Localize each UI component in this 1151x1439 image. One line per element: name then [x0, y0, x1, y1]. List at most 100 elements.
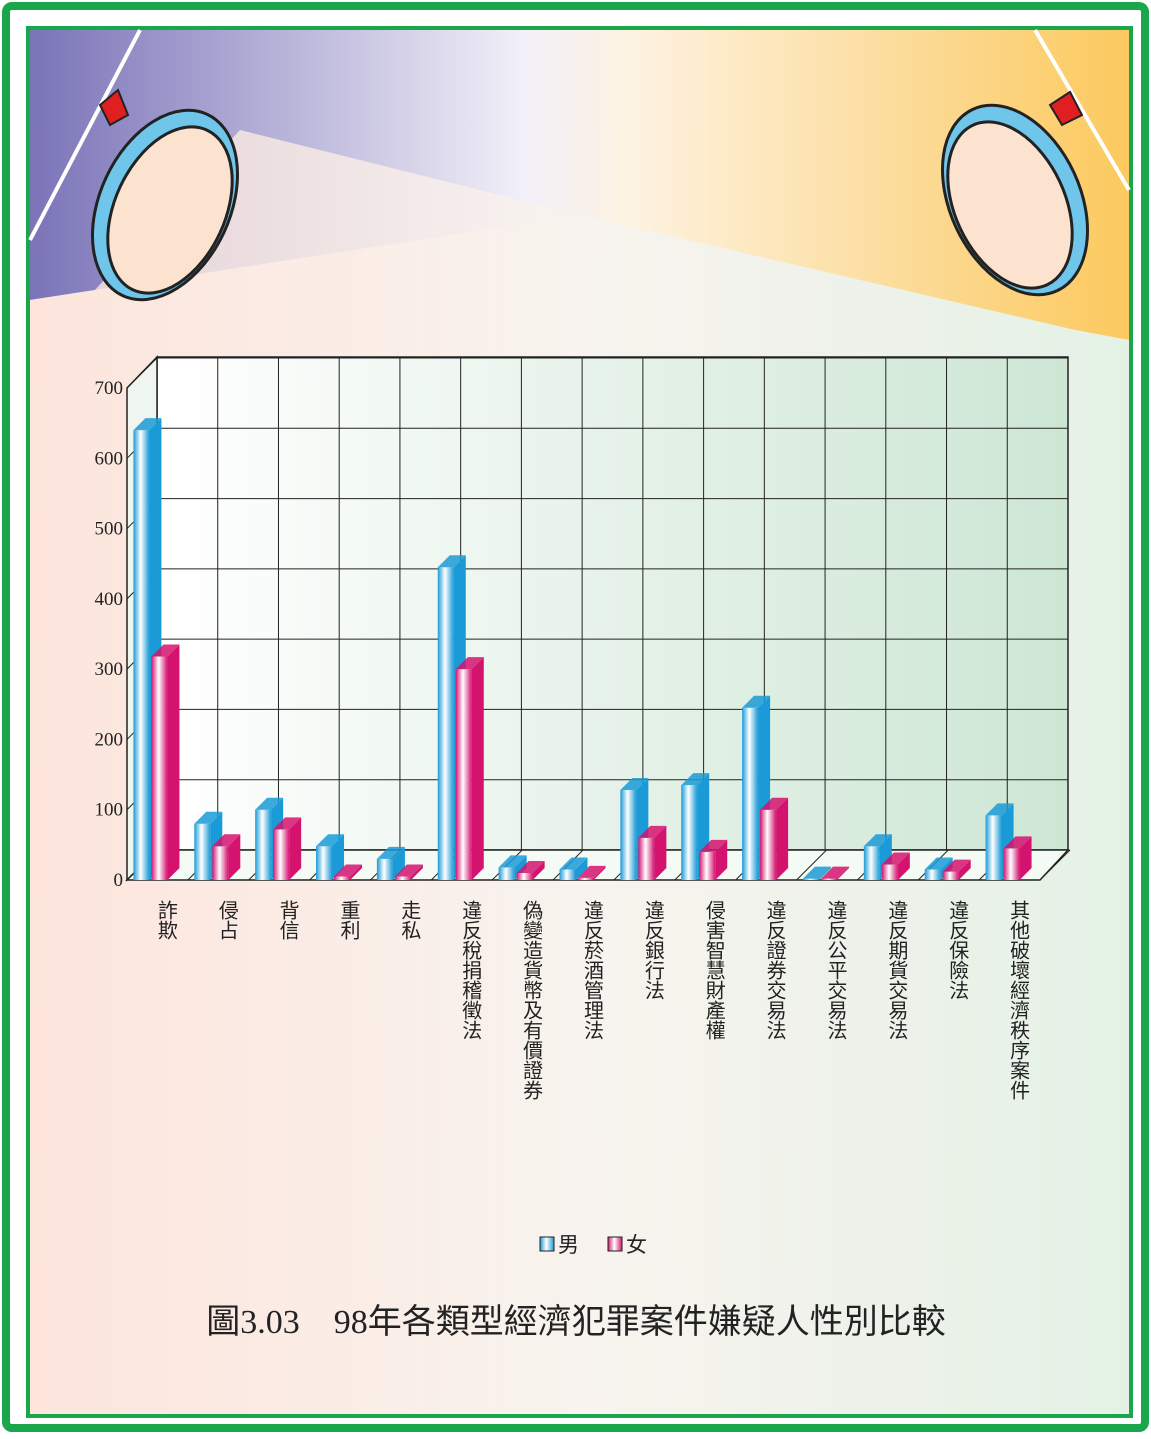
bar-top — [273, 817, 302, 830]
bar — [334, 864, 363, 880]
bar-front — [194, 823, 211, 880]
bar-front — [212, 846, 229, 880]
grid-line — [126, 357, 158, 389]
bar-side — [228, 834, 241, 880]
bar — [559, 857, 588, 880]
bar-top — [942, 859, 971, 872]
y-tick-label: 600 — [95, 448, 124, 469]
bar-top — [577, 865, 606, 878]
x-tick-label: 走私 — [398, 900, 421, 940]
bar-top — [133, 418, 162, 431]
bar-side — [1019, 836, 1032, 880]
bar-front — [863, 846, 880, 880]
y-tick-label: 200 — [95, 729, 124, 750]
bar-front — [681, 785, 698, 880]
bar-top — [802, 866, 831, 879]
bar-top — [681, 773, 710, 786]
legend-label: 男 — [558, 1233, 579, 1257]
bar-top — [394, 864, 423, 877]
x-tick-label: 其他破壞經濟秩序案件 — [1007, 900, 1030, 1100]
x-tick-label: 違反銀行法 — [641, 900, 664, 1000]
floor-line — [796, 849, 827, 881]
bar-top — [820, 866, 849, 879]
cable — [1033, 28, 1131, 192]
bar-front — [1003, 848, 1020, 880]
bar-front — [151, 656, 168, 880]
bar-front — [742, 707, 759, 880]
bar-top — [151, 644, 180, 657]
bar-side — [593, 865, 606, 880]
bar — [1003, 836, 1032, 880]
bar — [802, 866, 831, 880]
bar — [316, 834, 345, 880]
bar-top — [255, 797, 284, 810]
legend-swatch — [607, 1236, 623, 1252]
bar-side — [897, 852, 910, 880]
bar-top — [620, 778, 649, 791]
bar-front — [559, 869, 576, 880]
bar-front — [699, 851, 716, 880]
bar — [638, 825, 667, 880]
bar-front — [133, 430, 150, 880]
bar — [455, 657, 484, 880]
bar-front — [620, 790, 637, 880]
bar-side — [350, 864, 363, 880]
floor-line — [1039, 849, 1071, 881]
legend-swatch — [539, 1236, 555, 1252]
bar-top — [376, 846, 405, 859]
bar-front — [394, 876, 411, 880]
backdrop — [30, 30, 1129, 340]
bar-front — [516, 872, 533, 880]
bar-top — [924, 857, 953, 870]
bar-side — [575, 857, 588, 880]
bar-front — [455, 669, 472, 880]
bar-front — [985, 815, 1002, 880]
bar-top — [194, 811, 223, 824]
bar-side — [818, 866, 831, 880]
bar-side — [715, 839, 728, 880]
bar-side — [776, 797, 789, 880]
bar-top — [985, 803, 1014, 816]
x-tick-label: 違反期貨交易法 — [885, 900, 908, 1040]
legend-label: 女 — [626, 1233, 647, 1257]
bar-front — [255, 809, 272, 880]
bar-front — [273, 829, 290, 880]
bar-top — [498, 855, 527, 868]
bar — [760, 797, 789, 880]
bar-front — [498, 867, 515, 880]
x-tick-label: 違反稅捐稽徵法 — [459, 900, 482, 1040]
bar-top — [316, 834, 345, 847]
bar — [394, 864, 423, 880]
y-tick-label: 400 — [95, 589, 124, 610]
bar-side — [332, 834, 345, 880]
bar-top — [742, 695, 771, 708]
bar-front — [942, 871, 959, 880]
bar — [516, 860, 545, 880]
x-tick-label: 詐欺 — [154, 900, 177, 940]
x-tick-label: 背信 — [276, 900, 299, 940]
bar — [820, 866, 849, 880]
bar-front — [437, 567, 454, 880]
bar-side — [836, 866, 849, 880]
x-tick-label: 違反保險法 — [946, 900, 969, 1000]
y-tick-label: 100 — [95, 800, 124, 821]
bar-top — [881, 852, 910, 865]
y-tick-label: 0 — [114, 870, 124, 891]
bar-top — [699, 839, 728, 852]
spotlight-right — [940, 90, 1090, 297]
bar-side — [471, 657, 484, 880]
bar-top — [455, 657, 484, 670]
bar-front — [316, 846, 333, 880]
bar-top — [863, 834, 892, 847]
y-tick-label: 700 — [95, 378, 124, 399]
bar-front — [881, 864, 898, 880]
chart-title: 圖3.03 98年各類型經濟犯罪案件嫌疑人性別比較 — [206, 1303, 946, 1341]
bar-front — [820, 878, 837, 880]
bar-top — [334, 864, 363, 877]
x-tick-label: 重利 — [337, 900, 360, 940]
bar-front — [638, 837, 655, 880]
bar — [376, 846, 405, 880]
x-tick-label: 違反菸酒管理法 — [581, 900, 604, 1040]
bar-side — [392, 846, 405, 880]
